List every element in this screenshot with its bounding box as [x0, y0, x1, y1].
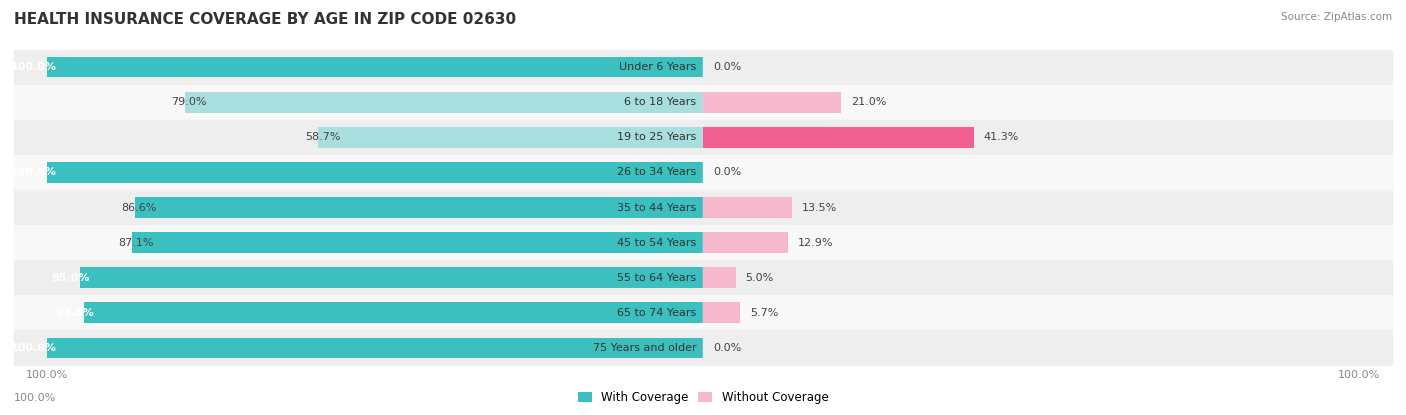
Text: Under 6 Years: Under 6 Years [619, 62, 696, 72]
Bar [703, 260, 1392, 295]
Text: HEALTH INSURANCE COVERAGE BY AGE IN ZIP CODE 02630: HEALTH INSURANCE COVERAGE BY AGE IN ZIP … [14, 12, 516, 27]
Text: 100.0%: 100.0% [11, 343, 56, 353]
Bar [46, 162, 703, 183]
Bar [703, 225, 1392, 260]
Text: 26 to 34 Years: 26 to 34 Years [617, 168, 696, 178]
Bar [84, 303, 703, 323]
Bar [703, 330, 1392, 365]
Text: 0.0%: 0.0% [713, 343, 741, 353]
Bar [80, 267, 703, 288]
Text: 19 to 25 Years: 19 to 25 Years [617, 132, 696, 142]
Bar [703, 303, 741, 323]
Text: 79.0%: 79.0% [172, 98, 207, 107]
Text: 45 to 54 Years: 45 to 54 Years [617, 237, 696, 247]
Legend: With Coverage, Without Coverage: With Coverage, Without Coverage [572, 387, 834, 409]
Bar [46, 57, 703, 78]
Text: 12.9%: 12.9% [797, 237, 832, 247]
Text: 21.0%: 21.0% [851, 98, 886, 107]
Bar [46, 337, 703, 358]
Bar [132, 232, 703, 253]
Text: 6 to 18 Years: 6 to 18 Years [624, 98, 696, 107]
Bar [703, 232, 787, 253]
Bar [318, 127, 703, 148]
Text: 0.0%: 0.0% [713, 62, 741, 72]
Text: 35 to 44 Years: 35 to 44 Years [617, 203, 696, 212]
Text: 95.0%: 95.0% [51, 273, 90, 283]
Bar [135, 198, 703, 217]
Bar [14, 295, 703, 330]
Bar [703, 50, 1392, 85]
Bar [14, 120, 703, 155]
Text: 5.7%: 5.7% [751, 308, 779, 317]
Bar [14, 225, 703, 260]
Text: 55 to 64 Years: 55 to 64 Years [617, 273, 696, 283]
Bar [14, 190, 703, 225]
Text: 94.3%: 94.3% [55, 308, 94, 317]
Text: 0.0%: 0.0% [713, 168, 741, 178]
Text: 75 Years and older: 75 Years and older [593, 343, 696, 353]
Bar [703, 120, 1392, 155]
Bar [14, 155, 703, 190]
Bar [703, 155, 1392, 190]
Bar [703, 92, 841, 112]
Text: 100.0%: 100.0% [11, 62, 56, 72]
Bar [703, 190, 1392, 225]
Text: 86.6%: 86.6% [122, 203, 157, 212]
Text: 100.0%: 100.0% [11, 168, 56, 178]
Text: 5.0%: 5.0% [745, 273, 773, 283]
Bar [14, 260, 703, 295]
Text: 65 to 74 Years: 65 to 74 Years [617, 308, 696, 317]
Text: 100.0%: 100.0% [14, 393, 56, 403]
Text: 87.1%: 87.1% [118, 237, 153, 247]
Bar [703, 85, 1392, 120]
Bar [703, 295, 1392, 330]
Text: Source: ZipAtlas.com: Source: ZipAtlas.com [1281, 12, 1392, 22]
Bar [703, 267, 735, 288]
Bar [14, 50, 703, 85]
Bar [14, 330, 703, 365]
Bar [14, 85, 703, 120]
Text: 58.7%: 58.7% [305, 132, 340, 142]
Text: 13.5%: 13.5% [801, 203, 837, 212]
Bar [184, 92, 703, 112]
Text: 41.3%: 41.3% [984, 132, 1019, 142]
Bar [703, 127, 974, 148]
Bar [703, 198, 792, 217]
